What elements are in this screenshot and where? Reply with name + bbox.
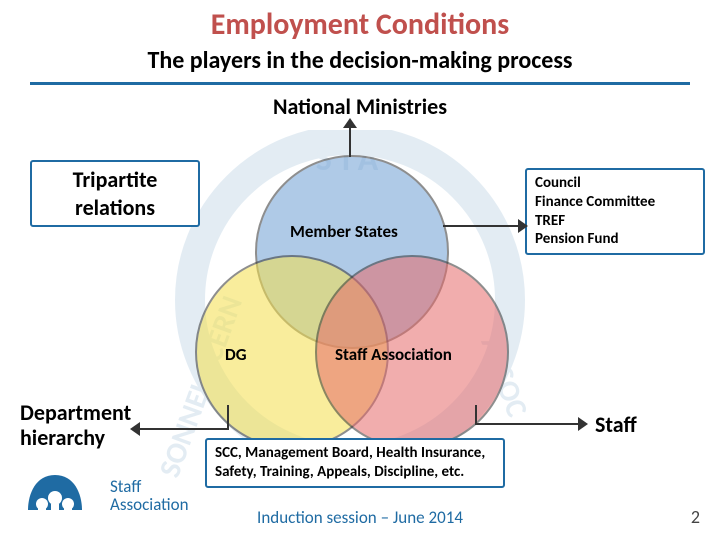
arrow-council-head (518, 219, 528, 233)
arrow-staff-head (578, 417, 588, 431)
arrow-council-line (443, 225, 521, 227)
arrow-staff-line1 (475, 405, 477, 425)
box-tripartite: Tripartite relations (30, 160, 200, 227)
box-tripartite-text: Tripartite relations (73, 166, 158, 221)
page-number: 2 (691, 506, 700, 528)
box-scc: SCC, Management Board, Health Insurance,… (205, 438, 505, 488)
slide-subtitle: The players in the decision-making proce… (0, 46, 720, 75)
arrow-dept-line1 (227, 405, 229, 430)
box-council: Council Finance Committee TREF Pension F… (525, 168, 705, 255)
label-department-hierarchy: Department hierarchy (20, 400, 170, 451)
arrow-national-line (349, 125, 351, 157)
label-staff: Staff (595, 412, 637, 437)
label-staff-association-center: Staff Association (335, 345, 452, 365)
footer-center: Induction session – June 2014 (0, 507, 720, 528)
title-rule (30, 82, 690, 85)
label-dg: DG (225, 345, 247, 365)
label-national-ministries: National Ministries (0, 94, 720, 119)
arrow-staff-line2 (475, 423, 580, 425)
slide-title: Employment Conditions (0, 6, 720, 43)
slide: Employment Conditions The players in the… (0, 0, 720, 540)
arrow-national-head (343, 118, 357, 128)
label-member-states: Member States (290, 222, 398, 242)
